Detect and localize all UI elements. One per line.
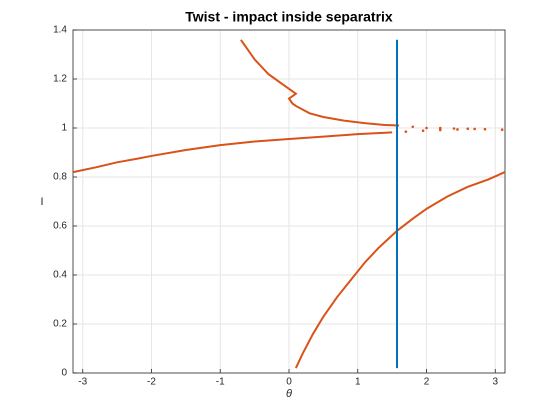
series-line [240, 39, 400, 127]
point [456, 128, 459, 131]
y-axis-label: I [40, 196, 43, 208]
x-tick-label: -2 [147, 377, 156, 388]
point [500, 128, 504, 132]
axes-box [72, 29, 506, 374]
x-tick-label: -1 [216, 377, 225, 388]
point [452, 127, 456, 130]
y-tick-label: 1.2 [53, 74, 67, 85]
point [425, 126, 428, 130]
point [473, 127, 476, 131]
y-tick-label: 0 [61, 368, 67, 379]
point [466, 127, 470, 131]
y-tick-label: 0.2 [53, 319, 67, 330]
point [404, 130, 408, 133]
x-tick-label: 1 [355, 377, 361, 388]
y-tick-label: 0.6 [53, 221, 67, 232]
point [438, 128, 442, 132]
x-tick-label: 2 [424, 377, 430, 388]
y-tick-label: 0.8 [53, 172, 67, 183]
point [438, 126, 442, 130]
chart-title: Twist - impact inside separatrix [185, 9, 393, 25]
x-axis-label: θ [286, 388, 292, 400]
series-line [294, 171, 506, 369]
y-tick-label: 0.4 [53, 270, 67, 281]
x-tick-label: -3 [78, 377, 87, 388]
series-line [72, 131, 393, 174]
y-tick-label: 1 [61, 123, 67, 134]
point [483, 127, 487, 131]
x-tick-label: 3 [492, 377, 498, 388]
y-tick-label: 1.4 [53, 25, 67, 36]
point [411, 125, 415, 129]
point [421, 129, 425, 132]
x-tick-label: 0 [286, 377, 292, 388]
